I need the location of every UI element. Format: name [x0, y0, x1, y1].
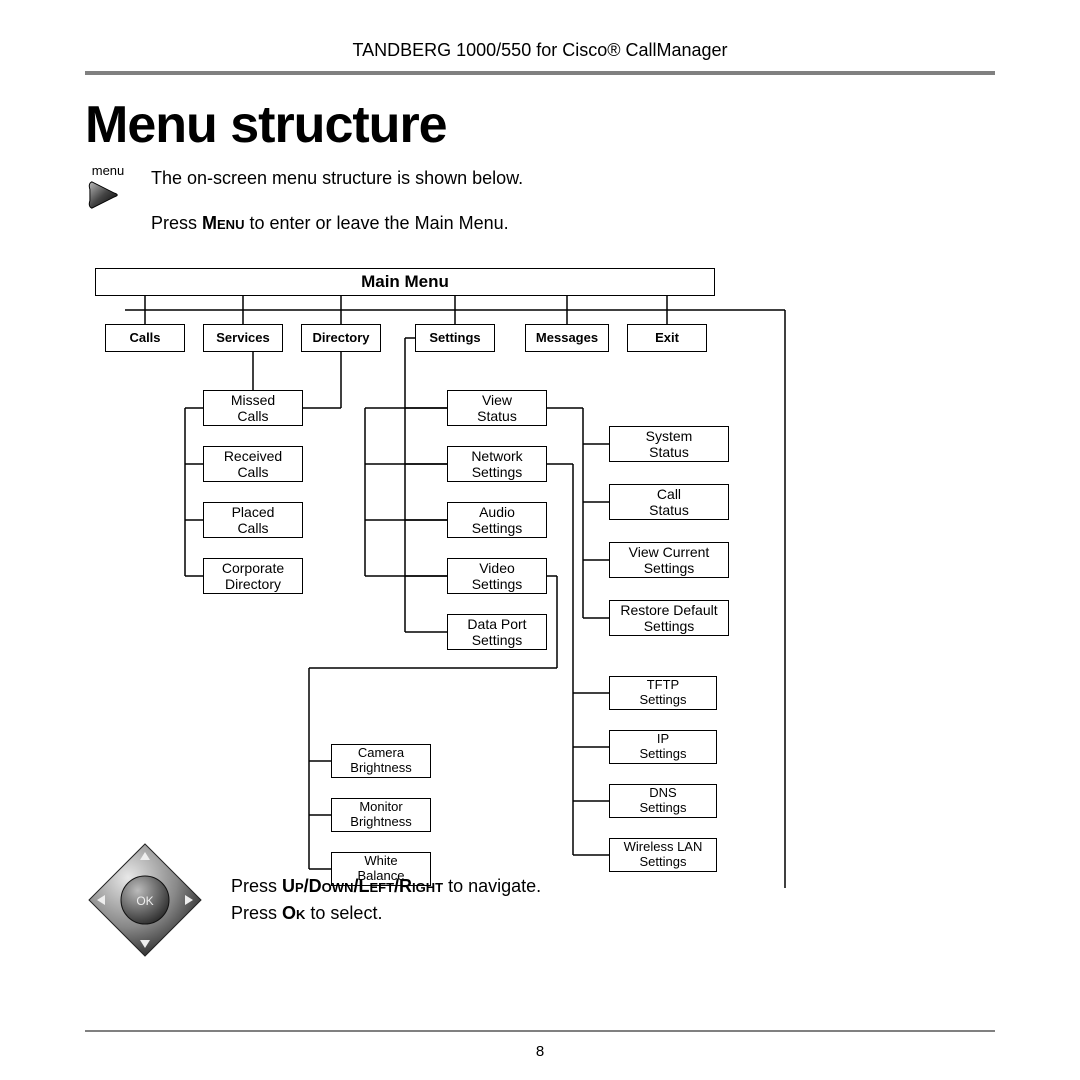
dpad-icon: OK [85, 840, 205, 960]
footer-nav: OK Press Up/Down/Left/Right to navigate.… [85, 840, 541, 960]
bottom-rule [85, 1030, 995, 1032]
top-rule [85, 71, 995, 75]
node-corp: CorporateDirectory [203, 558, 303, 594]
node-restore: Restore DefaultSettings [609, 600, 729, 636]
node-callstat: CallStatus [609, 484, 729, 520]
node-calls: Calls [105, 324, 185, 352]
node-exit: Exit [627, 324, 707, 352]
menu-structure-diagram: Main Menu Calls Services Directory Settings M… [85, 268, 995, 918]
node-dns: DNSSettings [609, 784, 717, 818]
node-services: Services [203, 324, 283, 352]
doc-header: TANDBERG 1000/550 for Cisco® CallManager [85, 40, 995, 67]
node-messages: Messages [525, 324, 609, 352]
node-audio: AudioSettings [447, 502, 547, 538]
intro-block: menu The on-screen menu structure is sho… [85, 163, 995, 238]
node-netset: NetworkSettings [447, 446, 547, 482]
node-cambright: CameraBrightness [331, 744, 431, 778]
node-received: ReceivedCalls [203, 446, 303, 482]
node-dataport: Data PortSettings [447, 614, 547, 650]
node-missed: MissedCalls [203, 390, 303, 426]
intro-text: The on-screen menu structure is shown be… [151, 163, 523, 238]
svg-text:OK: OK [136, 894, 153, 908]
node-directory: Directory [301, 324, 381, 352]
node-monbright: MonitorBrightness [331, 798, 431, 832]
page-title: Menu structure [85, 95, 995, 155]
node-placed: PlacedCalls [203, 502, 303, 538]
node-viewstat: ViewStatus [447, 390, 547, 426]
node-sysstat: SystemStatus [609, 426, 729, 462]
node-viewcur: View CurrentSettings [609, 542, 729, 578]
node-main: Main Menu [95, 268, 715, 296]
menu-button-icon: menu [85, 163, 131, 238]
page-number: 8 [0, 1043, 1080, 1060]
node-tftp: TFTPSettings [609, 676, 717, 710]
nav-instructions: Press Up/Down/Left/Right to navigate. Pr… [231, 873, 541, 927]
node-video: VideoSettings [447, 558, 547, 594]
node-settings: Settings [415, 324, 495, 352]
node-ip: IPSettings [609, 730, 717, 764]
node-wlan: Wireless LANSettings [609, 838, 717, 872]
